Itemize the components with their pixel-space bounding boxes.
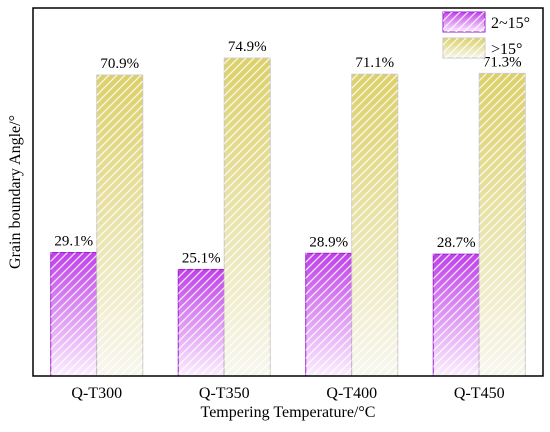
bar-value-label: 71.1% [355, 55, 394, 71]
bar-value-label: 74.9% [228, 39, 267, 55]
x-tick-label: Q-T350 [199, 385, 250, 402]
legend-label-series2: >15° [491, 41, 522, 58]
x-axis-label: Tempering Temperature/°C [201, 404, 376, 421]
legend-label-series1: 2~15° [491, 15, 530, 32]
bar-q-t400-series1 [305, 252, 353, 377]
x-tick-label: Q-T300 [71, 385, 122, 402]
bar-q-t300-series2 [96, 74, 144, 377]
bar-q-t350-series2 [223, 57, 271, 377]
bar-value-label: 28.9% [309, 234, 348, 250]
bar-q-t400-series2 [351, 73, 399, 377]
legend: 2~15° >15° [442, 11, 530, 59]
bar-value-label: 28.7% [437, 235, 476, 251]
x-tick-labels: Q-T300 Q-T350 Q-T400 Q-T450 [71, 385, 504, 402]
value-labels-layer: 29.1% 70.9% 25.1% 74.9% 28.9% 71.1% 28.7% 71.3% [54, 39, 521, 266]
bar-value-label: 25.1% [182, 250, 221, 266]
bar-q-t300-series1 [50, 251, 98, 377]
y-axis-label: Grain boundary Angle/° [7, 115, 24, 269]
bar-value-label: 29.1% [54, 233, 93, 249]
x-tick-label: Q-T400 [326, 385, 377, 402]
bar-value-label: 71.3% [483, 54, 522, 70]
bar-q-t450-series1 [432, 253, 480, 377]
bar-q-t450-series2 [478, 72, 526, 377]
bar-value-label: 70.9% [100, 56, 139, 72]
plot-frame [32, 7, 544, 377]
x-tick-label: Q-T450 [454, 385, 505, 402]
bar-q-t350-series1 [177, 268, 225, 377]
bars-layer [50, 57, 526, 377]
